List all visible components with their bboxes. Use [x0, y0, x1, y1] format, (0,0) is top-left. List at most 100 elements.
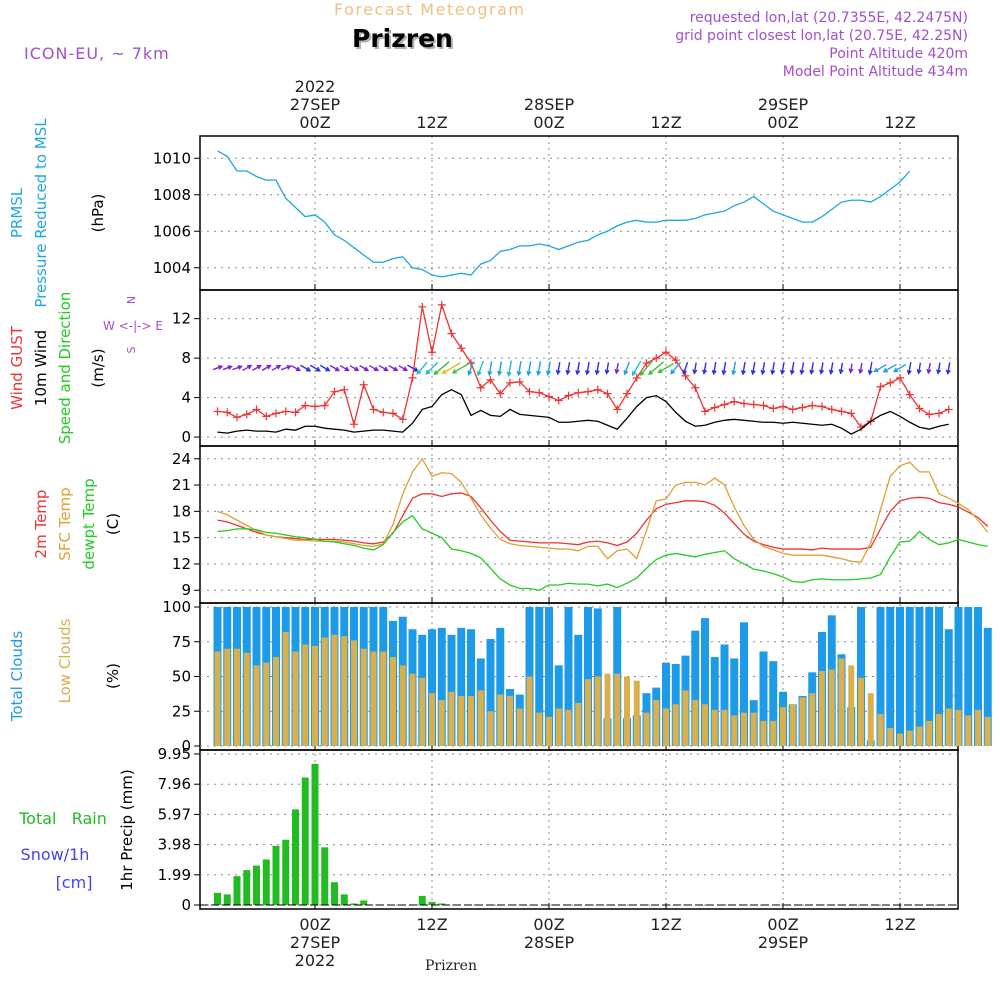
low-clouds-bar: [224, 648, 231, 746]
compass-n: N: [125, 296, 138, 304]
low-clouds-bar: [438, 700, 445, 746]
wind-direction-arrow: [280, 364, 292, 371]
wind-direction-arrow: [906, 362, 912, 376]
low-clouds-bar: [897, 733, 903, 746]
rain-bar: [350, 903, 358, 905]
low-clouds-label: Low Clouds: [56, 618, 74, 703]
gust-marker: [925, 410, 934, 419]
wind-direction-arrow: [329, 364, 341, 372]
wind-direction-arrow: [575, 361, 581, 376]
low-clouds-bar: [282, 632, 289, 746]
total-clouds-bar: [769, 661, 778, 746]
gust-marker: [242, 410, 251, 419]
gust-marker: [408, 373, 417, 382]
top-time-label: 12Z: [416, 113, 447, 132]
gust-marker: [749, 400, 758, 409]
series-line-dewpt-temp: [217, 514, 988, 591]
low-clouds-bar: [916, 726, 923, 746]
gust-marker: [447, 329, 456, 338]
gust-marker: [632, 373, 641, 382]
wind-direction-arrow: [702, 362, 708, 375]
low-clouds-bar: [955, 709, 962, 746]
wind-direction-arrow: [497, 361, 503, 377]
model-label: ICON-EU, ~ 7km: [24, 44, 170, 63]
series-line-2m-temp: [217, 492, 989, 551]
low-clouds-bar: [721, 709, 728, 746]
low-clouds-bar: [926, 720, 933, 746]
top-time-label: 27SEP: [290, 95, 341, 114]
y-tick-label: 1008: [153, 186, 191, 204]
low-clouds-bar: [360, 648, 367, 746]
total-clouds-bar: [974, 607, 982, 746]
wind-direction-arrow: [416, 361, 428, 375]
low-clouds-bar: [477, 690, 484, 746]
wind-direction-arrow: [692, 362, 698, 375]
low-clouds-bar: [390, 657, 396, 746]
y-tick-label: 50: [172, 668, 191, 686]
low-clouds-bar: [536, 712, 543, 746]
rain-bar: [340, 894, 348, 905]
gust-marker: [476, 383, 485, 392]
rain-bar: [282, 839, 290, 905]
pressure-unit-label: (hPa): [89, 194, 107, 233]
wind-direction-arrow: [487, 361, 493, 377]
low-clouds-bar: [604, 673, 611, 746]
gust-marker: [213, 407, 222, 416]
total-clouds-bar: [662, 662, 670, 746]
total-clouds-bar: [857, 607, 865, 746]
wind-direction-arrow: [639, 360, 653, 377]
wind-direction-arrow: [882, 363, 897, 373]
gust-marker: [233, 413, 241, 422]
low-clouds-bar: [409, 673, 416, 746]
bottom-time-label: 12Z: [650, 915, 681, 934]
low-clouds-bar: [497, 694, 504, 746]
gust-marker: [671, 356, 680, 365]
total-clouds-bar: [915, 607, 924, 746]
gust-marker: [496, 389, 505, 398]
gust-marker: [301, 401, 310, 410]
precip-unit-label: 1hr Precip (mm): [118, 769, 136, 890]
prmsl-desc-label: Pressure Reduced to MSL: [32, 118, 50, 308]
series-line-sfc-temp: [217, 457, 989, 563]
footer-station: Prizren: [425, 958, 477, 974]
gust-marker: [652, 354, 661, 363]
low-clouds-bar: [731, 715, 738, 746]
gust-marker: [252, 405, 261, 414]
wind-direction-arrow: [858, 362, 864, 375]
wind-direction-arrow: [232, 365, 243, 371]
wind-direction-arrow: [799, 362, 805, 376]
bottom-time-label: 28SEP: [524, 933, 575, 952]
low-clouds-bar: [975, 709, 981, 746]
gust-marker: [798, 403, 807, 412]
bottom-time-label: 12Z: [416, 915, 447, 934]
total-clouds-bar: [701, 618, 709, 746]
gust-marker: [457, 344, 466, 353]
wind-direction-arrow: [441, 362, 461, 374]
requested-coords: requested lon,lat (20.7355E, 42.2475N): [689, 10, 968, 26]
gust-marker: [623, 389, 631, 398]
y-tick-label: 0: [181, 896, 191, 914]
rain-bar: [311, 763, 319, 905]
low-clouds-bar: [585, 679, 591, 746]
top-time-label: 12Z: [650, 113, 681, 132]
low-clouds-bar: [331, 634, 338, 746]
gust-marker: [827, 405, 836, 414]
snow-label: Snow/1h: [21, 845, 90, 864]
low-clouds-bar: [672, 704, 679, 746]
station-title: Prizren: [352, 24, 453, 53]
y-tick-label: 1.99: [158, 866, 191, 884]
gust-marker: [418, 302, 427, 311]
rain-bar: [321, 847, 329, 905]
compass-s: S: [125, 346, 138, 353]
gust-marker: [759, 401, 768, 410]
gust-marker: [905, 390, 914, 399]
rain-bar: [262, 859, 270, 905]
wind-direction-arrow: [368, 364, 380, 372]
total-clouds-bar: [896, 607, 904, 746]
low-clouds-bar: [750, 712, 757, 746]
bottom-time-label: 2022: [295, 951, 336, 970]
rain-bar: [428, 901, 436, 905]
low-clouds-bar: [487, 711, 494, 746]
bottom-time-label: 27SEP: [290, 933, 341, 952]
y-tick-label: 1010: [153, 149, 191, 167]
